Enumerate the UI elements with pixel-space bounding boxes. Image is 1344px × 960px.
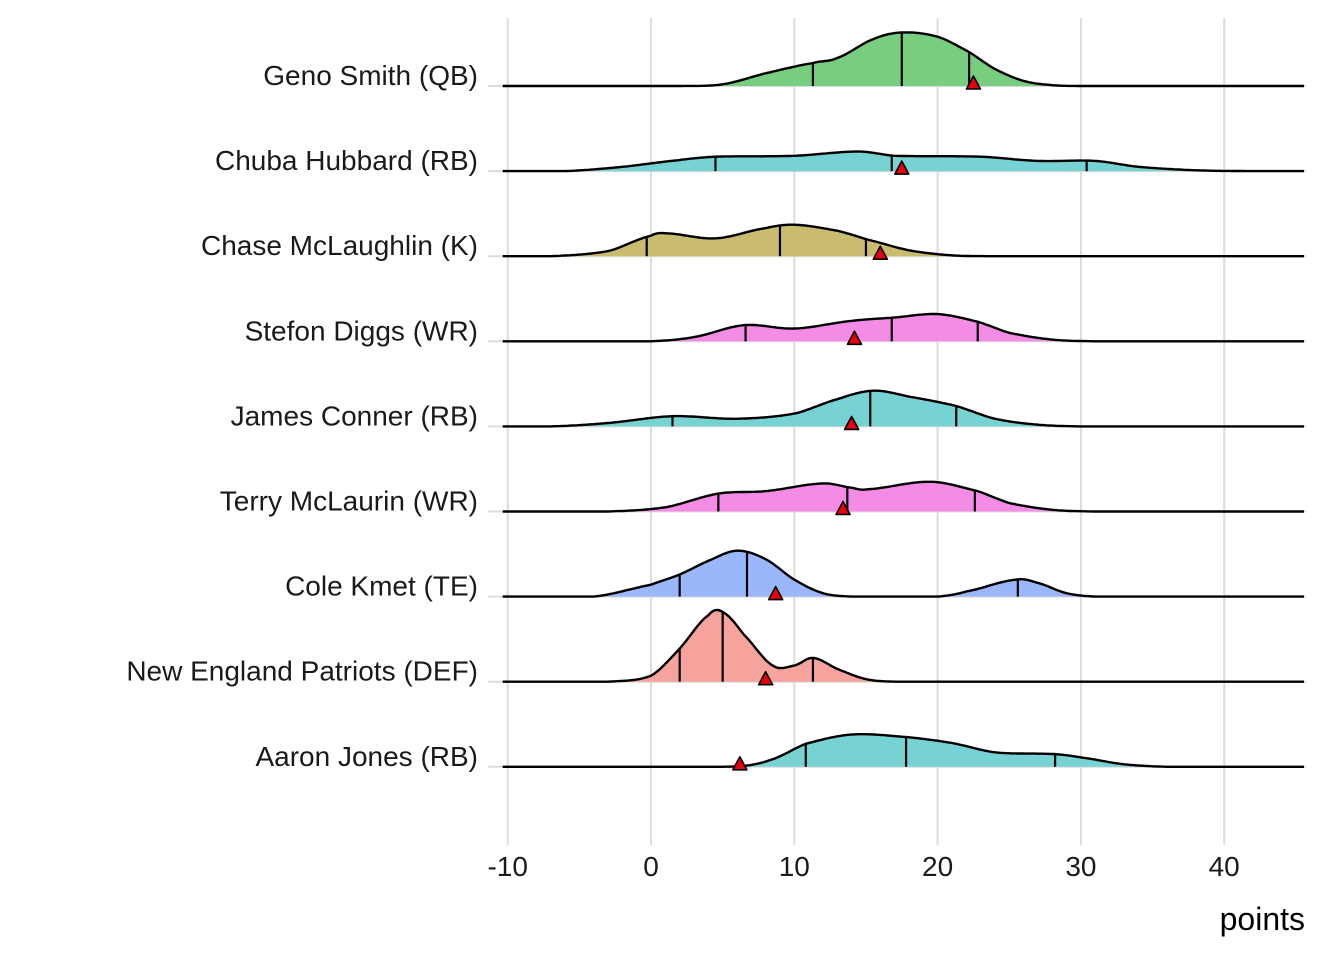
density-fill — [502, 151, 1304, 172]
y-axis-labels: Geno Smith (QB) Chuba Hubbard (RB) Chase M… — [126, 60, 478, 772]
ridge-3 — [502, 312, 1304, 346]
ridge-8 — [502, 733, 1304, 771]
density-fill — [502, 224, 1304, 257]
actual-points-marker — [893, 160, 910, 175]
density-fill — [502, 481, 1304, 512]
ridge-4 — [502, 389, 1304, 431]
density-fill — [502, 314, 1304, 342]
x-tick-label: 30 — [1065, 851, 1096, 882]
y-axis-label: Terry McLaurin (WR) — [220, 486, 478, 517]
density-line — [502, 733, 1304, 768]
y-axis-label: New England Patriots (DEF) — [126, 656, 478, 687]
x-axis-title: points — [1220, 901, 1305, 937]
density-line — [502, 608, 1304, 683]
density-fill — [502, 610, 1304, 682]
density-fill — [502, 550, 1304, 597]
ridge-6 — [502, 549, 1304, 601]
actual-points-marker — [757, 670, 774, 686]
ridge-2 — [502, 223, 1304, 260]
density-fill — [502, 734, 1304, 767]
actual-points-marker — [767, 585, 784, 601]
x-tick-label: 0 — [643, 851, 659, 882]
density-line — [502, 31, 1304, 88]
density-line — [502, 549, 1304, 598]
ridge-5 — [502, 480, 1304, 516]
y-axis-label: Stefon Diggs (WR) — [245, 315, 478, 346]
grid-lines — [488, 18, 1306, 845]
density-line — [502, 312, 1304, 343]
x-tick-label: 40 — [1209, 851, 1240, 882]
actual-points-marker — [835, 500, 851, 516]
y-axis-label: Chase McLaughlin (K) — [201, 230, 478, 261]
density-line — [502, 389, 1304, 428]
ridge-7 — [502, 608, 1304, 686]
y-axis-label: Cole Kmet (TE) — [285, 571, 478, 602]
y-axis-label: Geno Smith (QB) — [263, 60, 478, 91]
density-line — [502, 480, 1304, 513]
actual-points-marker — [965, 75, 982, 90]
ridges — [502, 31, 1304, 771]
actual-points-marker — [732, 756, 748, 771]
y-axis-label: Aaron Jones (RB) — [255, 741, 478, 772]
x-tick-label: 10 — [779, 851, 810, 882]
density-line — [502, 223, 1304, 258]
y-axis-label: Chuba Hubbard (RB) — [215, 145, 478, 176]
ridge-1 — [502, 150, 1304, 175]
x-tick-label: 20 — [922, 851, 953, 882]
actual-points-marker — [843, 415, 860, 431]
density-line — [502, 150, 1304, 173]
ridge-0 — [502, 31, 1304, 90]
x-axis-ticks: -10 0 10 20 30 40 — [487, 851, 1239, 882]
actual-points-marker — [846, 330, 863, 346]
density-fill — [502, 32, 1304, 86]
actual-points-marker — [872, 245, 889, 260]
y-axis-label: James Conner (RB) — [231, 400, 478, 431]
x-tick-label: -10 — [487, 851, 527, 882]
